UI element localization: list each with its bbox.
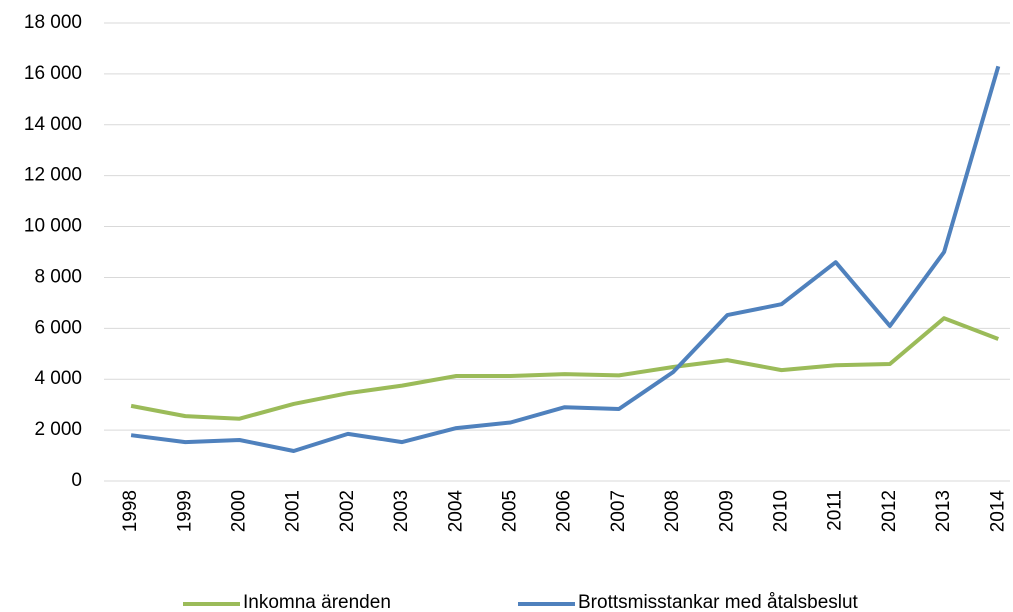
x-tick-label: 1999 (174, 490, 195, 532)
x-tick-label: 2001 (283, 490, 304, 532)
y-tick-label: 8 000 (34, 266, 82, 287)
y-tick-label: 18 000 (24, 12, 82, 33)
x-tick-label: 2013 (933, 490, 954, 532)
x-tick-label: 2004 (445, 490, 466, 533)
x-tick-label: 2002 (337, 490, 358, 532)
x-tick-label: 2000 (229, 490, 250, 532)
x-tick-label: 2010 (771, 490, 792, 532)
x-tick-label: 2009 (716, 490, 737, 532)
y-tick-label: 0 (71, 470, 82, 491)
x-tick-label: 2005 (500, 490, 521, 532)
y-tick-label: 12 000 (24, 165, 82, 186)
y-tick-label: 14 000 (24, 114, 82, 135)
y-tick-label: 10 000 (24, 216, 82, 237)
legend-label: Brottsmisstankar med åtalsbeslut (578, 592, 859, 612)
x-tick-label: 2014 (987, 490, 1008, 533)
y-tick-label: 4 000 (34, 368, 82, 389)
y-tick-label: 16 000 (24, 63, 82, 84)
x-tick-label: 2012 (879, 490, 900, 532)
x-tick-label: 2006 (554, 490, 575, 532)
y-tick-label: 2 000 (34, 419, 82, 440)
x-tick-label: 1998 (120, 490, 141, 532)
line-series (130, 65, 1001, 453)
legend-label: Inkomna ärenden (243, 592, 391, 612)
x-tick-label: 2008 (662, 490, 683, 532)
x-tick-label: 2007 (608, 490, 629, 532)
y-tick-label: 6 000 (34, 317, 82, 338)
x-tick-label: 2003 (391, 490, 412, 532)
x-tick-label: 2011 (825, 490, 846, 531)
line-series (130, 316, 1000, 421)
